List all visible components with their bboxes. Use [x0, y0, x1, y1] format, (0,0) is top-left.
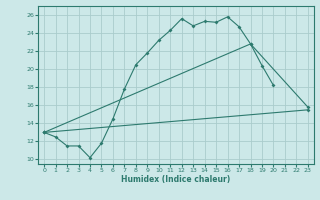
X-axis label: Humidex (Indice chaleur): Humidex (Indice chaleur) — [121, 175, 231, 184]
